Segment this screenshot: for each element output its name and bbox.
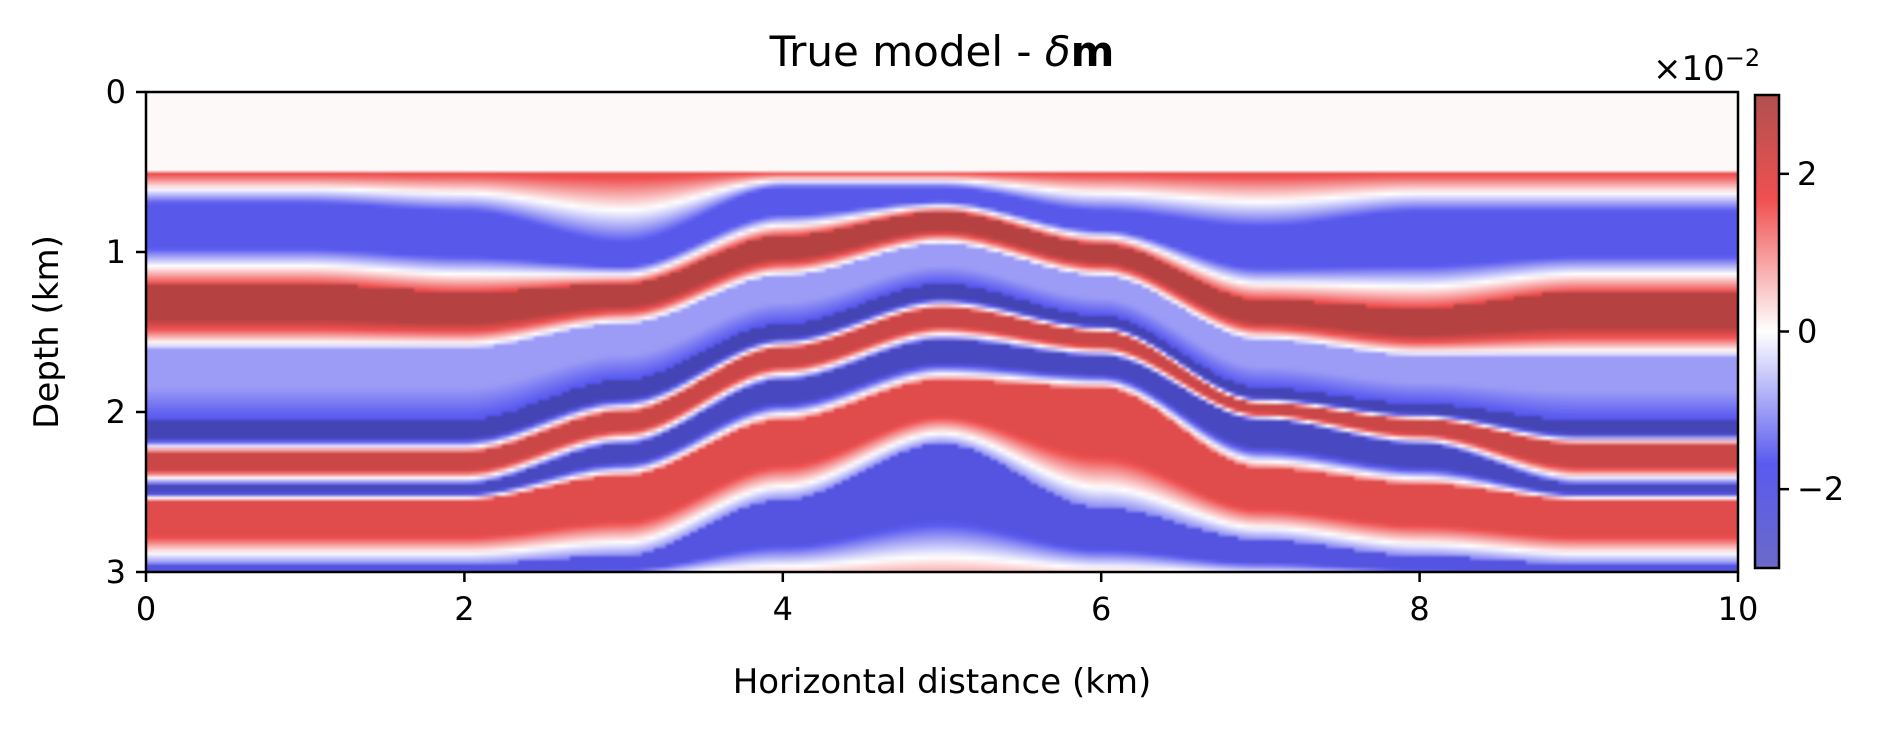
x-tick-label: 8: [1409, 590, 1429, 628]
chart-title: True model - δm: [769, 27, 1115, 76]
colorbar-multiplier-base: ×10: [1653, 49, 1725, 89]
x-axis-ticks: 0 2 4 6 8 10: [136, 572, 1759, 628]
y-tick-label: 3: [106, 553, 126, 591]
y-tick-label: 0: [106, 73, 126, 111]
plot-frame: [144, 90, 1740, 574]
heatmap-image: [146, 92, 1738, 572]
title-prefix: True model -: [769, 27, 1045, 76]
y-tick-label: 2: [106, 393, 126, 431]
colorbar-tick-label: 2: [1797, 155, 1817, 193]
colorbar: [1753, 93, 1781, 570]
x-tick-label: 0: [136, 590, 156, 628]
x-tick-label: 6: [1091, 590, 1111, 628]
y-tick-label: 1: [106, 233, 126, 271]
colorbar-tick-label: −2: [1797, 470, 1844, 508]
y-axis-label: Depth (km): [27, 235, 67, 429]
colorbar-tick-label: 0: [1797, 313, 1817, 351]
x-tick-label: 10: [1718, 590, 1759, 628]
title-delta: δ: [1045, 27, 1071, 76]
colorbar-ticks: 2 0 −2: [1779, 155, 1844, 508]
x-axis-label: Horizontal distance (km): [733, 662, 1152, 702]
colorbar-multiplier: ×10−2: [1653, 44, 1760, 89]
x-tick-label: 2: [454, 590, 474, 628]
y-axis-ticks: 0 1 2 3: [106, 73, 146, 591]
x-tick-label: 4: [773, 590, 793, 628]
colorbar-multiplier-exp: −2: [1725, 44, 1760, 72]
title-bold: m: [1071, 27, 1115, 76]
